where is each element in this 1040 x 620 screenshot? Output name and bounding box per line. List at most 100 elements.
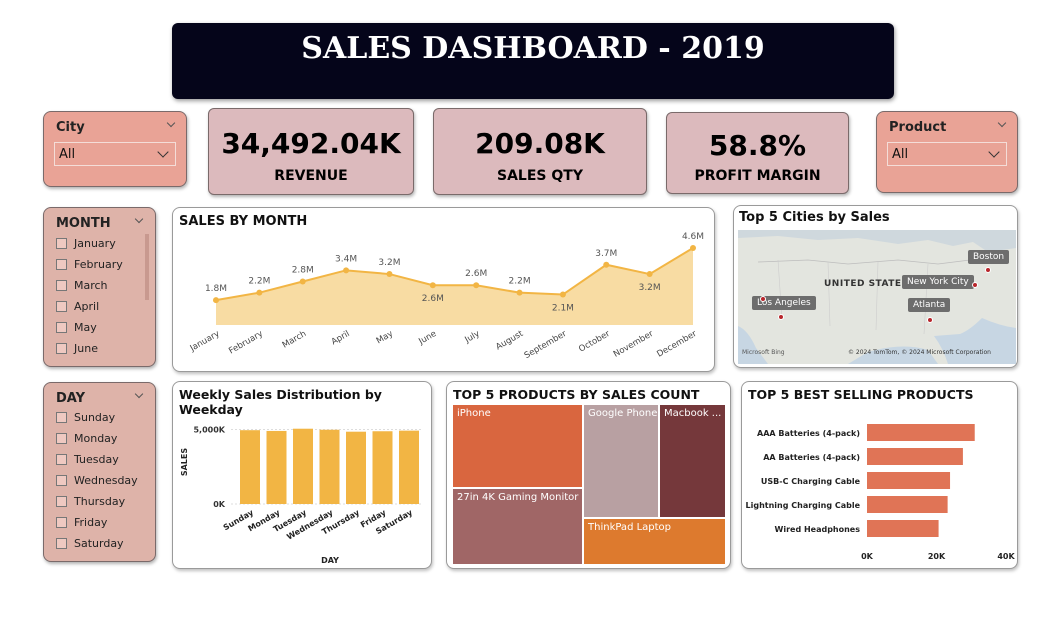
month-option-label: May xyxy=(74,321,97,334)
month-option-april[interactable]: April xyxy=(56,300,99,313)
data-point xyxy=(559,291,566,298)
product-label: Lightning Charging Cable xyxy=(746,501,861,510)
revenue-value: 34,492.04K xyxy=(221,127,401,160)
month-option-june[interactable]: June xyxy=(56,342,98,355)
month-option-label: March xyxy=(74,279,108,292)
weekday-sales-title: Weekly Sales Distribution by Weekday xyxy=(179,387,382,417)
data-point xyxy=(299,278,306,285)
revenue-label: REVENUE xyxy=(274,168,348,184)
chevron-down-icon[interactable] xyxy=(166,118,176,128)
month-option-may[interactable]: May xyxy=(56,321,97,334)
data-point xyxy=(429,282,436,289)
x-axis-label: DAY xyxy=(321,556,339,565)
map-label-atlanta[interactable]: Atlanta xyxy=(908,298,951,312)
month-option-label: February xyxy=(74,258,123,271)
month-tick-label: December xyxy=(655,329,699,360)
x-tick-label: 0K xyxy=(861,552,874,561)
data-point xyxy=(213,297,219,304)
map-label-boston[interactable]: Boston xyxy=(968,250,1010,264)
map-label-los-angeles[interactable]: Los Angeles xyxy=(752,296,816,310)
checkbox[interactable] xyxy=(56,238,67,249)
checkbox[interactable] xyxy=(56,322,67,333)
weekday-bar xyxy=(319,429,340,504)
day-option-wednesday[interactable]: Wednesday xyxy=(56,474,138,487)
month-tick-label: May xyxy=(375,329,395,346)
weekday-bar xyxy=(266,430,287,504)
month-slicer-scrollbar[interactable] xyxy=(145,234,149,300)
map-marker-atlanta[interactable] xyxy=(927,317,933,323)
chevron-down-icon[interactable] xyxy=(157,146,169,158)
data-label: 3.2M xyxy=(378,258,400,268)
city-filter[interactable]: City All xyxy=(43,111,187,187)
data-label: 3.4M xyxy=(335,254,357,264)
checkbox[interactable] xyxy=(56,343,67,354)
checkbox[interactable] xyxy=(56,259,67,270)
month-slicer: MONTH January February March April May J… xyxy=(43,207,156,367)
weekday-bar xyxy=(399,430,419,504)
chevron-down-icon[interactable] xyxy=(134,389,144,399)
treemap-tile-label: ThinkPad Laptop xyxy=(588,522,672,533)
data-label: 3.2M xyxy=(639,283,661,293)
dashboard-title-banner: SALES DASHBOARD - 2019 xyxy=(172,23,894,99)
day-option-sunday[interactable]: Sunday xyxy=(56,411,115,424)
checkbox[interactable] xyxy=(56,412,67,423)
day-option-friday[interactable]: Friday xyxy=(56,516,107,529)
month-tick-label: October xyxy=(577,329,612,355)
treemap-tile-iphone[interactable]: iPhone xyxy=(453,405,582,487)
sales-area xyxy=(216,248,693,325)
product-filter-label: Product xyxy=(889,120,947,135)
top-products-count-title: TOP 5 PRODUCTS BY SALES COUNT xyxy=(453,387,700,402)
best-selling-bar xyxy=(867,448,963,465)
data-point xyxy=(256,289,263,296)
month-option-january[interactable]: January xyxy=(56,237,116,250)
map-attribution-right: © 2024 TomTom, © 2024 Microsoft Corporat… xyxy=(848,349,991,356)
map-marker-los-angeles[interactable] xyxy=(778,314,784,320)
profit-margin-card: 58.8% PROFIT MARGIN xyxy=(666,112,849,194)
month-tick-label: April xyxy=(330,329,352,347)
month-tick-label: January xyxy=(188,329,222,354)
data-point xyxy=(343,267,350,274)
checkbox[interactable] xyxy=(56,517,67,528)
sales-by-month-title: SALES BY MONTH xyxy=(179,214,308,229)
us-map[interactable]: UNITED STATES Boston New York City Los A… xyxy=(738,230,1016,364)
map-label-new-york-city[interactable]: New York City xyxy=(902,275,974,289)
chevron-down-icon[interactable] xyxy=(988,146,1000,158)
profit-margin-value: 58.8% xyxy=(708,129,807,162)
map-marker-city[interactable] xyxy=(760,296,766,302)
weekday-sales-chart: 5,000K0KSALESDAYSundayMondayTuesdayWedne… xyxy=(180,425,423,565)
chevron-down-icon[interactable] xyxy=(134,214,144,224)
day-option-saturday[interactable]: Saturday xyxy=(56,537,124,550)
data-label: 2.2M xyxy=(248,277,270,287)
day-option-tuesday[interactable]: Tuesday xyxy=(56,453,119,466)
month-tick-label: August xyxy=(494,329,525,353)
chevron-down-icon[interactable] xyxy=(997,118,1007,128)
treemap-tile-macbook[interactable]: Macbook ... xyxy=(660,405,725,517)
city-dropdown[interactable]: All xyxy=(54,142,176,166)
treemap-tile-27in-4k-gaming-monitor[interactable]: 27in 4K Gaming Monitor xyxy=(453,489,582,564)
month-tick-label: July xyxy=(463,329,482,346)
data-point xyxy=(646,271,653,278)
month-option-march[interactable]: March xyxy=(56,279,108,292)
data-label: 4.6M xyxy=(682,232,704,242)
checkbox[interactable] xyxy=(56,454,67,465)
checkbox[interactable] xyxy=(56,475,67,486)
checkbox[interactable] xyxy=(56,538,67,549)
map-marker-new-york-city[interactable] xyxy=(972,282,978,288)
data-label: 3.7M xyxy=(595,249,617,259)
checkbox[interactable] xyxy=(56,433,67,444)
y-tick-label: 0K xyxy=(213,500,226,509)
best-selling-chart: AAA Batteries (4-pack) AA Batteries (4-pa… xyxy=(746,424,1015,561)
best-selling-bar xyxy=(867,496,948,513)
day-slicer-label: DAY xyxy=(56,391,86,406)
treemap-tile-google-phone[interactable]: Google Phone xyxy=(584,405,658,517)
treemap-tile-thinkpad-laptop[interactable]: ThinkPad Laptop xyxy=(584,519,725,564)
checkbox[interactable] xyxy=(56,496,67,507)
month-option-february[interactable]: February xyxy=(56,258,123,271)
product-dropdown[interactable]: All xyxy=(887,142,1007,166)
product-filter[interactable]: Product All xyxy=(876,111,1018,193)
day-option-thursday[interactable]: Thursday xyxy=(56,495,125,508)
checkbox[interactable] xyxy=(56,280,67,291)
day-option-monday[interactable]: Monday xyxy=(56,432,117,445)
checkbox[interactable] xyxy=(56,301,67,312)
map-marker-boston[interactable] xyxy=(985,267,991,273)
